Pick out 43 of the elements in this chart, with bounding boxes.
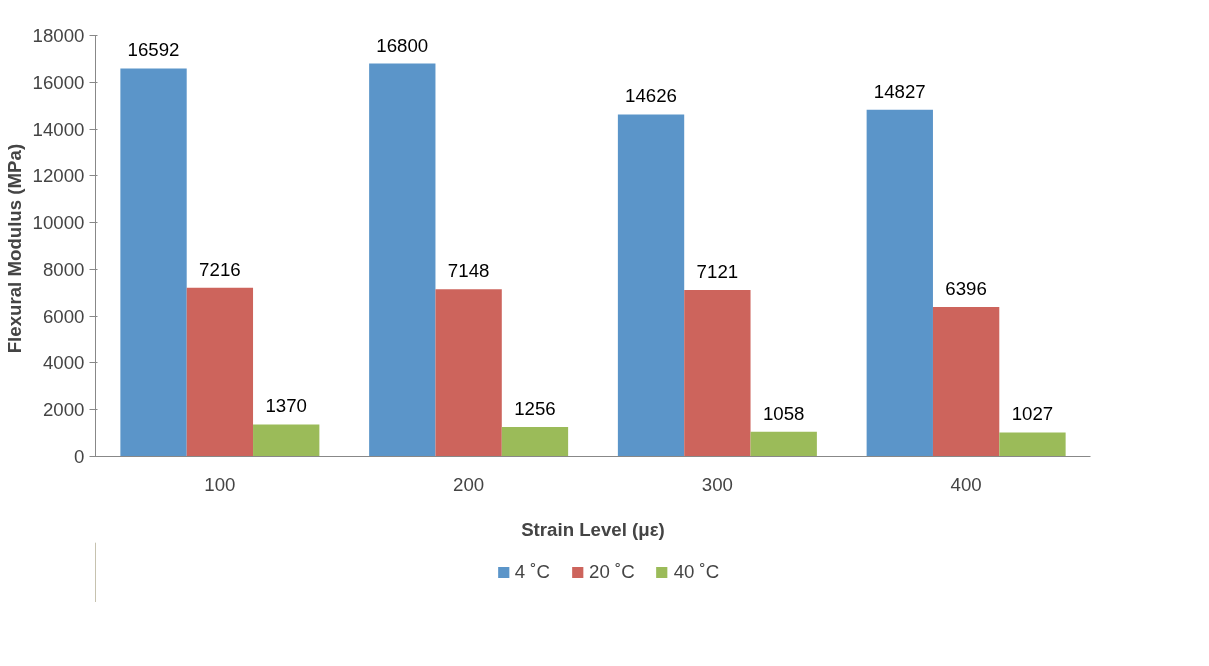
bar	[253, 424, 320, 457]
data-label: 7148	[447, 260, 490, 282]
legend-label: 4 ˚C	[514, 561, 550, 583]
data-label: 1370	[265, 395, 307, 417]
legend-label: 40 ˚C	[673, 561, 720, 583]
x-tick-label: 100	[204, 473, 236, 495]
bar	[684, 289, 751, 457]
data-label: 16592	[127, 39, 180, 61]
y-tick-label: 14000	[32, 118, 85, 140]
y-tick-label: 2000	[43, 399, 85, 421]
data-label: 6396	[945, 277, 987, 299]
data-label: 1027	[1011, 403, 1054, 425]
legend-label: 20 ˚C	[589, 561, 635, 583]
data-label: 16800	[376, 34, 429, 56]
data-label: 14827	[873, 80, 926, 102]
bar	[435, 289, 502, 457]
data-label: 1058	[762, 402, 805, 424]
bar	[186, 287, 254, 457]
y-tick-label: 8000	[43, 258, 85, 280]
bar	[120, 68, 187, 457]
y-tick-label: 0	[74, 446, 85, 467]
bar	[369, 63, 436, 457]
bar	[866, 109, 933, 457]
x-tick-label: 400	[950, 473, 982, 495]
bar	[617, 114, 685, 457]
y-tick-label: 16000	[32, 71, 85, 93]
data-label: 7216	[199, 258, 241, 280]
bar	[932, 306, 1000, 457]
y-tick-label: 18000	[32, 25, 85, 46]
y-tick-label: 4000	[43, 352, 85, 374]
y-axis-title: Flexural Modulus (MPa)	[3, 143, 25, 354]
y-tick-label: 12000	[32, 165, 85, 187]
x-axis-title: Strain Level (με)	[521, 518, 665, 540]
data-label: 1256	[514, 398, 556, 420]
bar	[750, 431, 817, 457]
y-tick-label: 10000	[32, 212, 85, 234]
bar	[501, 427, 569, 457]
y-tick-label: 6000	[43, 305, 85, 327]
data-label: 7121	[696, 260, 739, 282]
bar	[999, 432, 1066, 457]
x-tick-label: 200	[453, 473, 485, 495]
x-tick-label: 300	[701, 473, 733, 495]
data-label: 14626	[625, 85, 677, 107]
